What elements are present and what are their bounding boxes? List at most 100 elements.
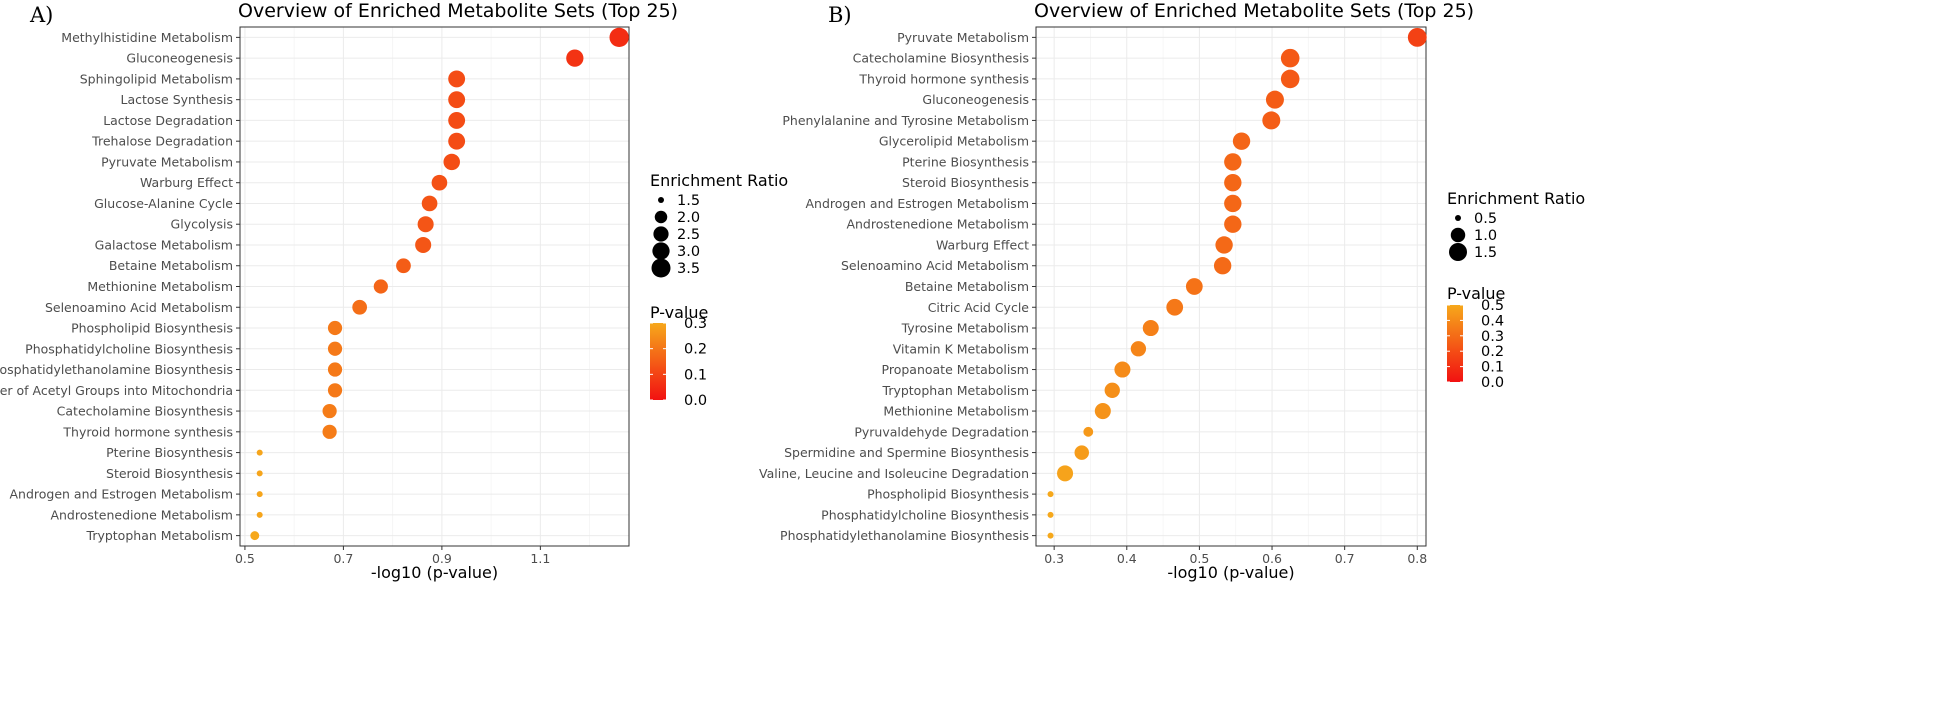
y-tick-label: Lactose Degradation [103, 113, 233, 128]
y-tick-label: Phosphatidylethanolamine Biosynthesis [780, 528, 1029, 543]
panel-b: B) Overview of Enriched Metabolite Sets (… [759, 0, 1585, 582]
data-point [256, 491, 263, 498]
data-point [1224, 194, 1242, 213]
y-tick-label: Glycolysis [171, 217, 233, 232]
y-tick-label: Glycerolipid Metabolism [879, 134, 1029, 149]
color-legend-bar [1447, 305, 1463, 382]
y-tick-label: Spermidine and Spermine Biosynthesis [784, 445, 1029, 460]
y-tick-label: Tyrosine Metabolism [901, 321, 1029, 336]
y-tick-label: Phosphatidylethanolamine Biosynthesis [0, 362, 233, 377]
y-tick-label: Citric Acid Cycle [928, 300, 1030, 315]
data-point [1407, 27, 1427, 47]
data-point [448, 91, 466, 109]
color-legend-label: 0.3 [684, 316, 707, 332]
x-tick-label: 0.7 [1335, 551, 1355, 566]
panel-label: B) [828, 3, 852, 27]
x-tick-label: 0.5 [235, 551, 255, 566]
y-tick-label: Trehalose Degradation [91, 134, 233, 149]
data-point [1114, 361, 1131, 378]
color-legend-label: 0.3 [1481, 329, 1504, 345]
data-point [1224, 153, 1242, 171]
data-point [415, 236, 432, 254]
size-legend-label: 2.0 [677, 210, 700, 226]
y-tick-label: Pyruvate Metabolism [101, 154, 233, 169]
x-axis-title: -log10 (p-value) [1167, 563, 1294, 582]
data-point [327, 362, 343, 377]
data-point [1083, 426, 1094, 437]
y-tick-label: Pterine Biosynthesis [902, 154, 1029, 169]
y-tick-label: Methylhistidine Metabolism [61, 30, 233, 45]
size-legend-label: 1.5 [677, 193, 700, 209]
x-tick-label: 1.1 [530, 551, 550, 566]
data-point [1262, 111, 1281, 130]
y-tick-label: Lactose Synthesis [121, 92, 234, 107]
y-tick-label: Selenoamino Acid Metabolism [841, 258, 1029, 273]
data-point [1047, 491, 1054, 498]
size-legend-label: 1.0 [1474, 228, 1497, 244]
y-tick-label: Thyroid hormone synthesis [62, 424, 233, 439]
data-point [443, 153, 460, 171]
data-point [448, 111, 466, 129]
data-point [1057, 465, 1074, 482]
y-tick-label: Catecholamine Biosynthesis [853, 51, 1029, 66]
data-point [448, 132, 466, 150]
y-tick-label: Steroid Biosynthesis [902, 175, 1029, 190]
y-tick-label: Pyruvaldehyde Degradation [854, 424, 1029, 439]
size-legend-label: 3.0 [677, 244, 700, 260]
y-tick-label: Phospholipid Biosynthesis [71, 321, 233, 336]
size-legend-label: 2.5 [677, 227, 700, 243]
data-point [256, 511, 263, 518]
y-tick-label: Gluconeogenesis [126, 51, 233, 66]
y-tick-label: Glucose-Alanine Cycle [94, 196, 233, 211]
color-legend-label: 0.1 [684, 367, 707, 383]
data-point [256, 470, 263, 477]
y-tick-label: Tryptophan Metabolism [86, 528, 233, 543]
data-point [1224, 215, 1242, 233]
data-point [256, 449, 263, 456]
color-legend-label: 0.0 [684, 393, 707, 409]
chart-title: Overview of Enriched Metabolite Sets (To… [238, 0, 678, 22]
x-tick-label: 0.9 [432, 551, 452, 566]
color-legend-label: 0.1 [1481, 360, 1504, 376]
y-tick-label: Thyroid hormone synthesis [858, 71, 1029, 86]
color-legend-label: 0.2 [684, 342, 707, 358]
size-legend-key [1455, 215, 1461, 221]
size-legend-key [652, 242, 670, 260]
panel-a: A) Overview of Enriched Metabolite Sets (… [0, 0, 788, 582]
color-legend-bar [650, 323, 666, 400]
data-point [1265, 90, 1284, 109]
color-legend-label: 0.2 [1481, 344, 1504, 360]
data-point [1280, 69, 1300, 89]
data-point [1074, 445, 1089, 460]
size-legend-label: 0.5 [1474, 211, 1497, 227]
y-tick-label: Methionine Metabolism [87, 279, 233, 294]
size-legend-key [651, 258, 671, 278]
data-point [373, 279, 388, 294]
y-tick-label: Androgen and Estrogen Metabolism [9, 487, 233, 502]
y-tick-label: Vitamin K Metabolism [893, 341, 1029, 356]
y-tick-label: Betaine Metabolism [905, 279, 1029, 294]
y-tick-label: Catecholamine Biosynthesis [57, 404, 233, 419]
data-point [566, 49, 584, 67]
size-legend-key [654, 210, 668, 224]
y-tick-label: Tryptophan Metabolism [882, 383, 1029, 398]
y-tick-label: Phosphatidylcholine Biosynthesis [821, 507, 1029, 522]
color-legend-label: 0.4 [1481, 313, 1504, 329]
data-point [1094, 403, 1111, 420]
y-tick-label: Transfer of Acetyl Groups into Mitochond… [0, 383, 233, 398]
data-point [322, 403, 337, 419]
data-point [1232, 132, 1251, 150]
data-point [431, 174, 448, 191]
size-legend-key [653, 226, 669, 242]
y-tick-label: Betaine Metabolism [109, 258, 233, 273]
data-point [1047, 532, 1054, 539]
y-tick-label: Phospholipid Biosynthesis [867, 487, 1029, 502]
data-point [352, 299, 368, 315]
data-point [396, 258, 411, 274]
y-tick-label: Warburg Effect [936, 237, 1029, 252]
y-tick-label: Androstenedione Metabolism [50, 507, 233, 522]
x-tick-label: 0.8 [1407, 551, 1427, 566]
y-tick-label: Androstenedione Metabolism [846, 217, 1029, 232]
y-tick-label: Steroid Biosynthesis [106, 466, 233, 481]
